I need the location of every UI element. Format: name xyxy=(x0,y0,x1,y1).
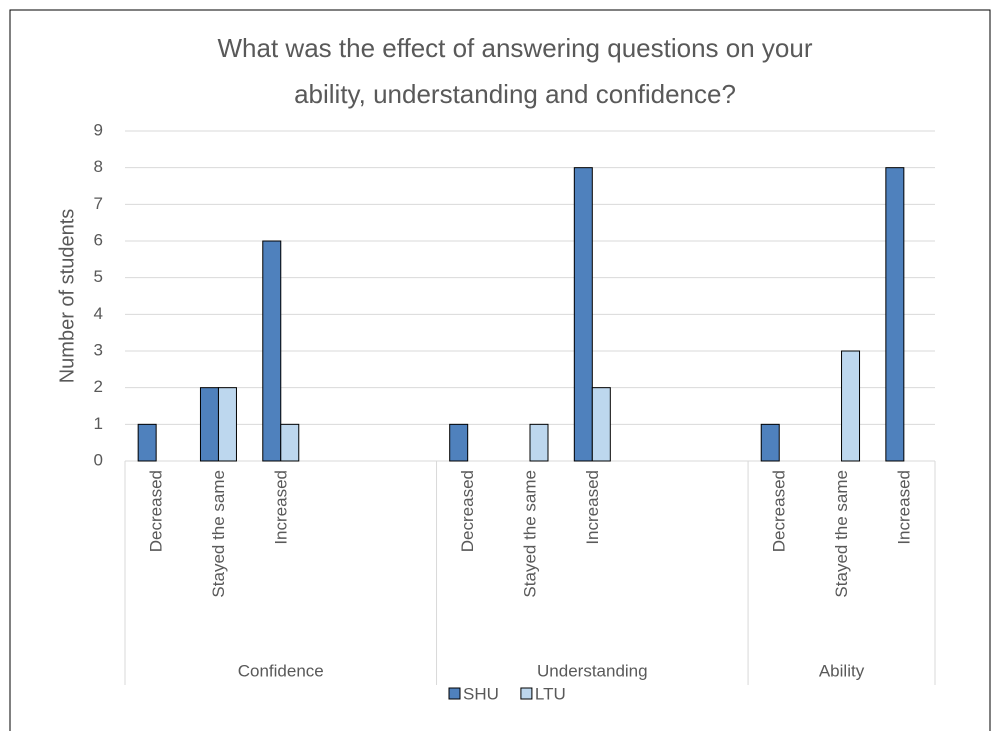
group-label: Confidence xyxy=(238,661,324,680)
bar xyxy=(137,423,157,462)
y-tick-label: 6 xyxy=(94,230,103,249)
x-tick-label: Decreased xyxy=(147,470,166,552)
bar xyxy=(262,240,282,462)
bar xyxy=(217,387,237,462)
legend-swatch xyxy=(520,687,533,700)
x-tick-label: Increased xyxy=(583,470,602,545)
x-tick-label: Decreased xyxy=(458,470,477,552)
bar xyxy=(885,167,905,462)
x-tick-label: Increased xyxy=(271,470,290,545)
frame xyxy=(9,9,991,731)
y-tick-label: 1 xyxy=(94,414,103,433)
bar xyxy=(529,423,549,462)
bar xyxy=(841,350,861,462)
y-tick-label: 2 xyxy=(94,377,103,396)
y-tick-label: 8 xyxy=(94,157,103,176)
legend-label: LTU xyxy=(535,684,566,703)
y-axis-label: Number of students xyxy=(56,209,78,384)
legend-label: SHU xyxy=(463,684,499,703)
y-tick-label: 0 xyxy=(94,450,103,469)
group-label: Understanding xyxy=(537,661,648,680)
chart-title: ability, understanding and confidence? xyxy=(294,79,736,109)
bar xyxy=(591,387,611,462)
chart-title: What was the effect of answering questio… xyxy=(218,33,813,63)
y-tick-label: 3 xyxy=(94,340,103,359)
y-tick-label: 5 xyxy=(94,267,103,286)
x-tick-label: Stayed the same xyxy=(832,470,851,598)
legend-swatch xyxy=(448,687,461,700)
x-tick-label: Decreased xyxy=(770,470,789,552)
x-tick-label: Increased xyxy=(894,470,913,545)
y-tick-label: 9 xyxy=(94,120,103,139)
bar xyxy=(449,423,469,462)
y-tick-label: 7 xyxy=(94,194,103,213)
y-tick-label: 4 xyxy=(94,304,103,323)
x-tick-label: Stayed the same xyxy=(520,470,539,598)
bar xyxy=(760,423,780,462)
bar xyxy=(199,387,219,462)
bar xyxy=(280,423,300,462)
x-tick-label: Stayed the same xyxy=(209,470,228,598)
bar xyxy=(573,167,593,462)
group-label: Ability xyxy=(819,661,865,680)
